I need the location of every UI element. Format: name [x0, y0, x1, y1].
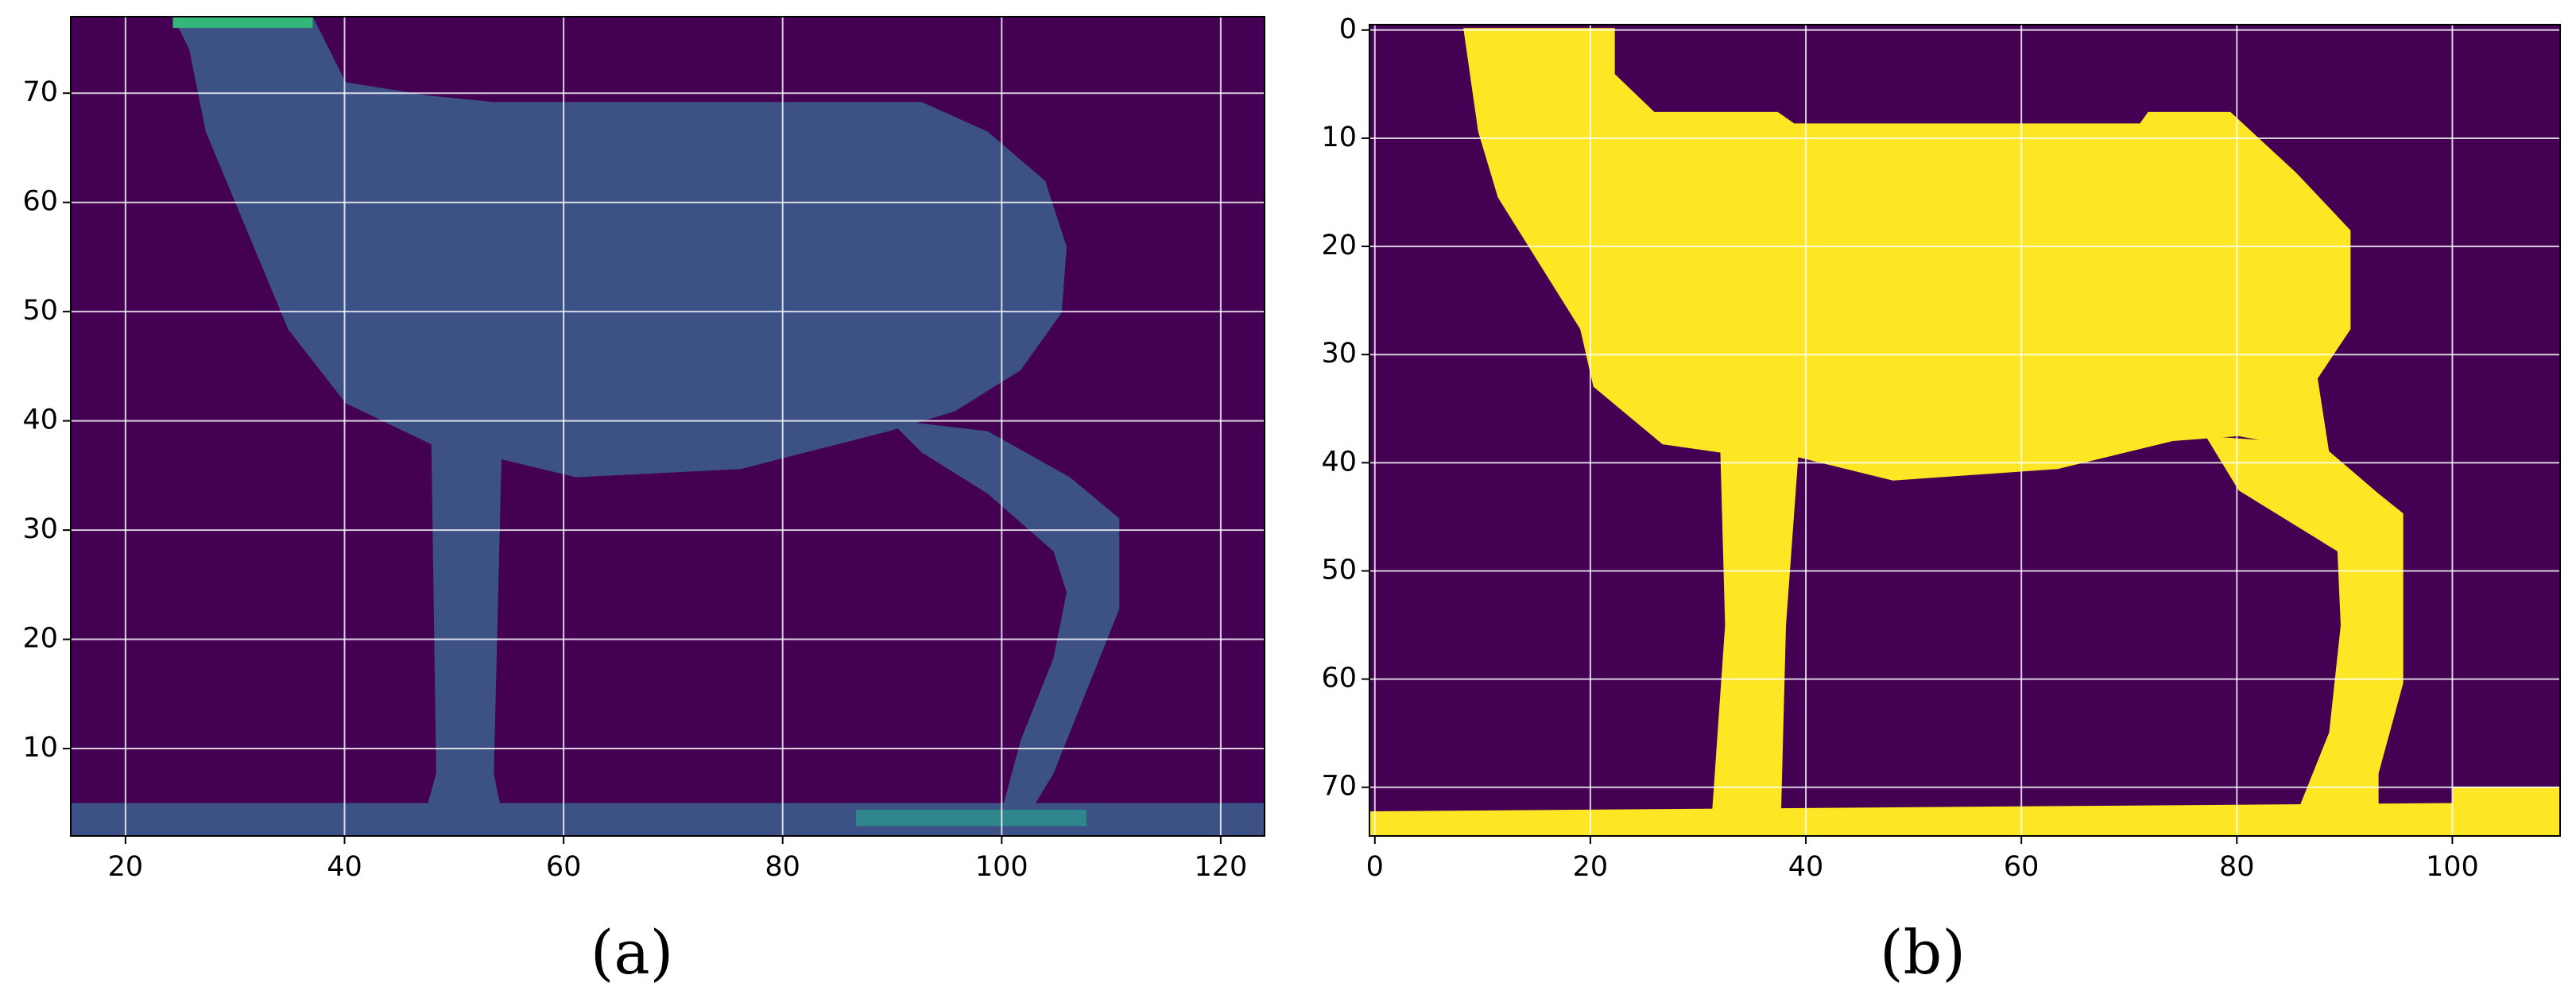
- body: [172, 17, 1067, 478]
- y-tick-label: 20: [22, 623, 58, 655]
- x-tick-label: 120: [1194, 851, 1247, 883]
- y-tick-label: 60: [1321, 663, 1357, 695]
- y-tick-label: 70: [1321, 771, 1357, 803]
- x-tick-label: 40: [1788, 851, 1824, 883]
- axes-frame: [1369, 24, 2561, 837]
- back-leg: [2206, 435, 2404, 815]
- x-tick-label: 40: [327, 851, 362, 883]
- body: [1463, 28, 2351, 481]
- x-tick-label: 0: [1366, 851, 1384, 883]
- y-tick-label: 30: [1321, 338, 1357, 370]
- y-tick-label: 40: [22, 404, 58, 436]
- x-tick-label: 80: [2219, 851, 2255, 883]
- front-leg: [424, 435, 502, 815]
- y-tick-label: 40: [1321, 446, 1357, 478]
- x-tick-label: 60: [2004, 851, 2039, 883]
- caption: (a): [591, 917, 674, 988]
- x-tick-label: 60: [546, 851, 582, 883]
- axes-frame: [70, 16, 1265, 837]
- back-leg: [889, 420, 1120, 815]
- y-tick-label: 30: [22, 513, 58, 545]
- y-tick-label: 50: [1321, 554, 1357, 586]
- y-tick-label: 50: [22, 295, 58, 327]
- caption: (b): [1880, 917, 1966, 988]
- mask: [1369, 28, 2560, 836]
- head-strip: [172, 17, 313, 29]
- x-tick-label: 80: [765, 851, 800, 883]
- y-tick-label: 0: [1339, 14, 1357, 45]
- x-tick-label: 20: [1573, 851, 1609, 883]
- y-tick-label: 20: [1321, 230, 1357, 261]
- ground: [1369, 786, 2560, 836]
- x-tick-label: 100: [975, 851, 1028, 883]
- y-tick-label: 10: [22, 732, 58, 764]
- image-content: [1369, 28, 2560, 836]
- ground-highlight: [855, 809, 1087, 826]
- x-tick-label: 20: [108, 851, 144, 883]
- x-tick-label: 100: [2426, 851, 2479, 883]
- y-tick-label: 10: [1321, 122, 1357, 153]
- front-leg: [1711, 444, 1799, 815]
- y-tick-label: 60: [22, 186, 58, 218]
- y-tick-label: 70: [22, 76, 58, 108]
